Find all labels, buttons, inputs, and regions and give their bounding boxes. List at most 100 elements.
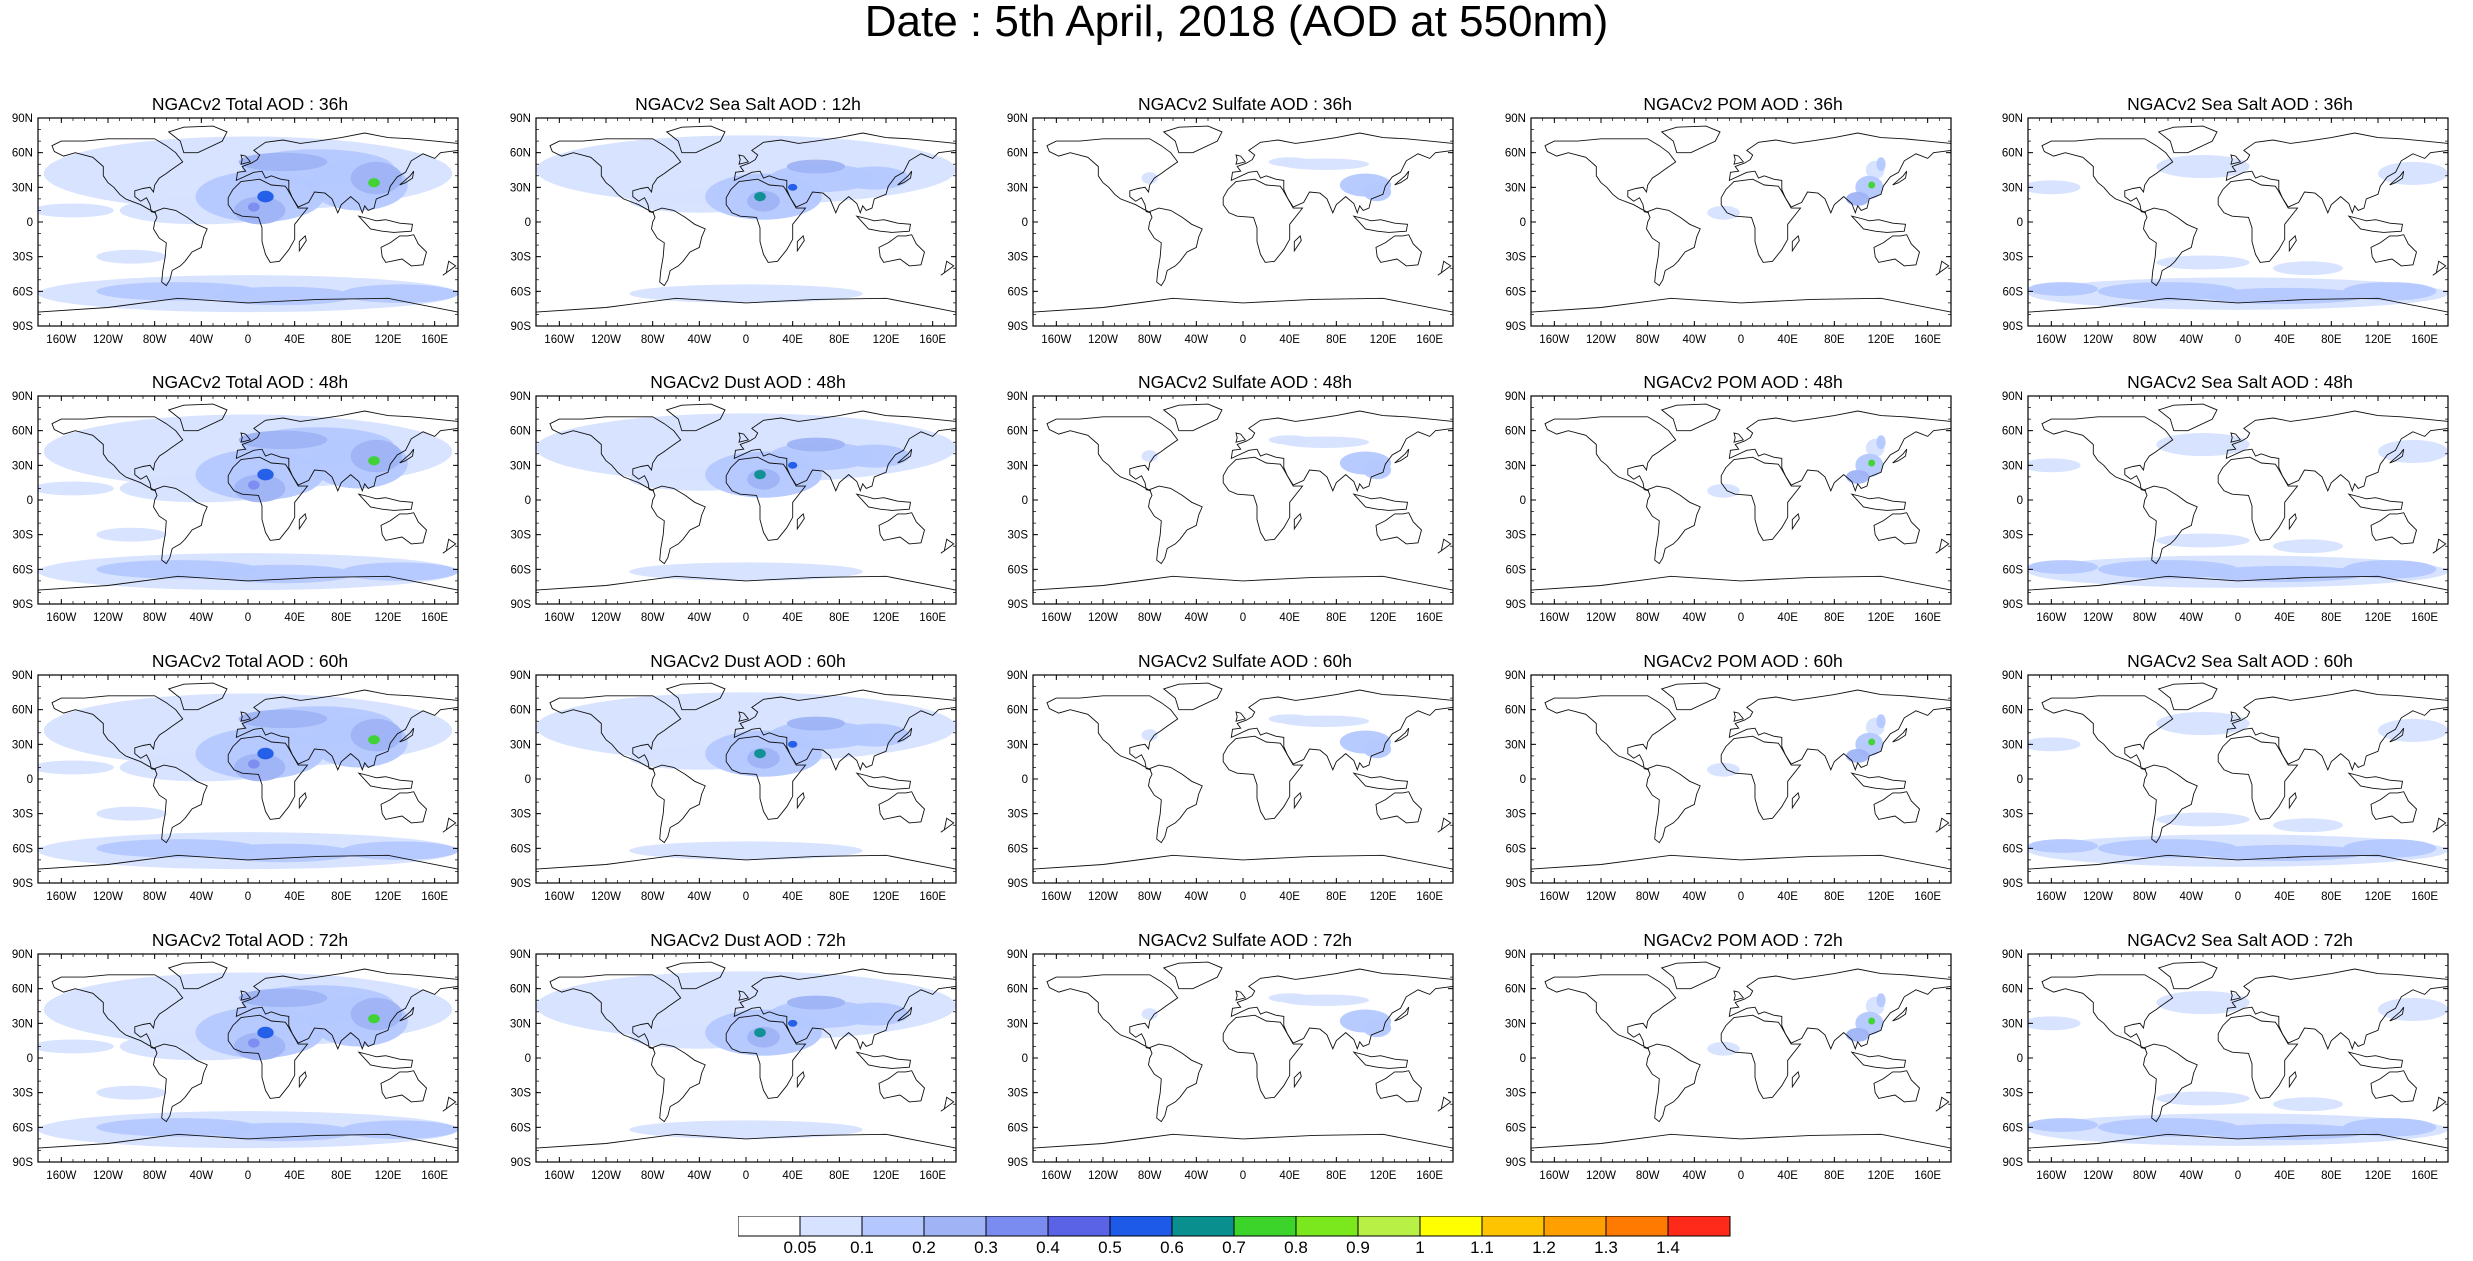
lat-label: 60S (511, 1122, 532, 1134)
panel-title: NGACv2 Sulfate AOD : 48h (1138, 372, 1352, 392)
lat-label: 30N (1007, 182, 1028, 194)
lat-label: 90S (1008, 599, 1029, 611)
coastline-africa (227, 735, 309, 820)
colorbar-label: 1.4 (1656, 1238, 1680, 1256)
lon-label: 80E (2321, 891, 2342, 903)
lon-label: 160E (1416, 334, 1443, 346)
aod-field (38, 203, 114, 218)
coastline-northAmerica (549, 695, 682, 771)
coastline-japan (2389, 170, 2405, 186)
coastline-southAmerica (1148, 485, 1203, 565)
coastline-eurasia (235, 968, 458, 1051)
lat-label: 60N (510, 426, 531, 438)
lon-label: 120E (1868, 891, 1895, 903)
coastline-northAmerica (1544, 974, 1677, 1050)
aod-field (1268, 714, 1311, 724)
lon-label: 0 (1738, 1170, 1744, 1182)
coastline-africa (1222, 1014, 1304, 1099)
lon-label: 160W (544, 334, 574, 346)
lon-label: 40W (688, 612, 712, 624)
world-map: 90N 60N 30N 0 30S 60S 90S 160W 120W 80W 40W 0 40E 80E… (1007, 391, 1454, 624)
lat-label: 60N (1505, 984, 1526, 996)
coastline-indonesia (2347, 215, 2404, 233)
coastline-japan (897, 727, 913, 743)
lon-label: 0 (245, 891, 251, 903)
lat-label: 0 (525, 495, 531, 507)
lon-label: 80E (829, 1170, 850, 1182)
lat-label: 60S (13, 286, 34, 298)
lat-label: 30S (13, 530, 34, 542)
coastline-indonesia (357, 1051, 414, 1069)
coastline-antarctica (1033, 854, 1453, 883)
aod-field (248, 1038, 260, 1048)
world-map: 90N 60N 30N 0 30S 60S 90S 160W 120W 80W 40W 0 40E 80E… (510, 670, 957, 903)
map-panel: NGACv2 Total AOD : 36h 90N 60N 30N 0 30S 60S 90… (0, 92, 496, 346)
lat-label: 90S (13, 321, 34, 333)
coastline-eurasia (235, 132, 458, 215)
lon-label: 120E (1370, 891, 1397, 903)
coastline-southAmerica (2143, 207, 2198, 287)
lat-label: 30S (2003, 1088, 2024, 1100)
lon-label: 40E (284, 334, 305, 346)
coastline-uk (240, 154, 252, 165)
aod-field (1846, 191, 1870, 206)
aod-field (1707, 483, 1740, 498)
lat-label: 0 (27, 1053, 33, 1065)
lat-label: 60S (1506, 1122, 1527, 1134)
panel-title: NGACv2 Dust AOD : 72h (650, 930, 846, 950)
lon-label: 40W (688, 891, 712, 903)
lon-label: 120W (2083, 891, 2113, 903)
coastline-australia (1375, 1070, 1423, 1103)
coastline-indonesia (357, 493, 414, 511)
map-panel: NGACv2 Dust AOD : 72h 90N 60N 30N 0 30S 60S 90S… (498, 928, 994, 1182)
coastline-nz (442, 538, 457, 554)
lon-label: 120E (2365, 891, 2392, 903)
coastline-antarctica (536, 854, 956, 883)
coastline-madagascar (298, 792, 307, 810)
coastline-southAmerica (2143, 485, 2198, 565)
coastline-uk (240, 711, 252, 722)
aod-field (2203, 844, 2367, 862)
coastline-australia (2370, 512, 2418, 545)
lat-label: 0 (1520, 495, 1526, 507)
aod-field (2203, 565, 2367, 583)
lat-label: 0 (2017, 495, 2023, 507)
colorbar-label: 0.1 (850, 1238, 874, 1256)
coastline-indonesia (1850, 772, 1907, 790)
coastline-antarctica (536, 575, 956, 604)
lon-label: 40W (2180, 334, 2204, 346)
lon-label: 160W (46, 612, 76, 624)
lon-label: 160W (46, 1170, 76, 1182)
lon-label: 120E (375, 1170, 402, 1182)
lon-label: 160W (1539, 334, 1569, 346)
colorbar-segment (1357, 1216, 1421, 1237)
aod-field (233, 1032, 286, 1061)
aod-field (341, 562, 458, 581)
aod-field (2028, 458, 2081, 473)
coastline-nz (940, 538, 955, 554)
coastline-antarctica (536, 1133, 956, 1162)
coastline-indonesia (1352, 493, 1409, 511)
lat-label: 60N (2002, 705, 2023, 717)
lon-label: 120W (2083, 334, 2113, 346)
lon-label: 120W (93, 891, 123, 903)
coastline-africa (227, 1014, 309, 1099)
lon-label: 160E (421, 891, 448, 903)
panel-title: NGACv2 POM AOD : 48h (1643, 372, 1843, 392)
coastline-australia (1873, 1070, 1921, 1103)
lat-label: 90S (511, 878, 532, 890)
coastline-nz (1935, 1096, 1950, 1112)
map-panel: NGACv2 Sulfate AOD : 36h 90N 60N 30N 0 30S 60S… (995, 92, 1491, 346)
lat-label: 90S (13, 878, 34, 890)
lat-label: 90S (2003, 878, 2024, 890)
lat-label: 60N (510, 984, 531, 996)
lon-label: 80W (2133, 334, 2157, 346)
coastline-madagascar (796, 235, 805, 253)
lon-label: 80E (2321, 334, 2342, 346)
lat-label: 0 (27, 217, 33, 229)
lon-label: 80W (2133, 612, 2157, 624)
lat-label: 30N (2002, 460, 2023, 472)
coastline-indonesia (1352, 1051, 1409, 1069)
coastline-australia (1375, 512, 1423, 545)
aod-field (629, 841, 863, 860)
